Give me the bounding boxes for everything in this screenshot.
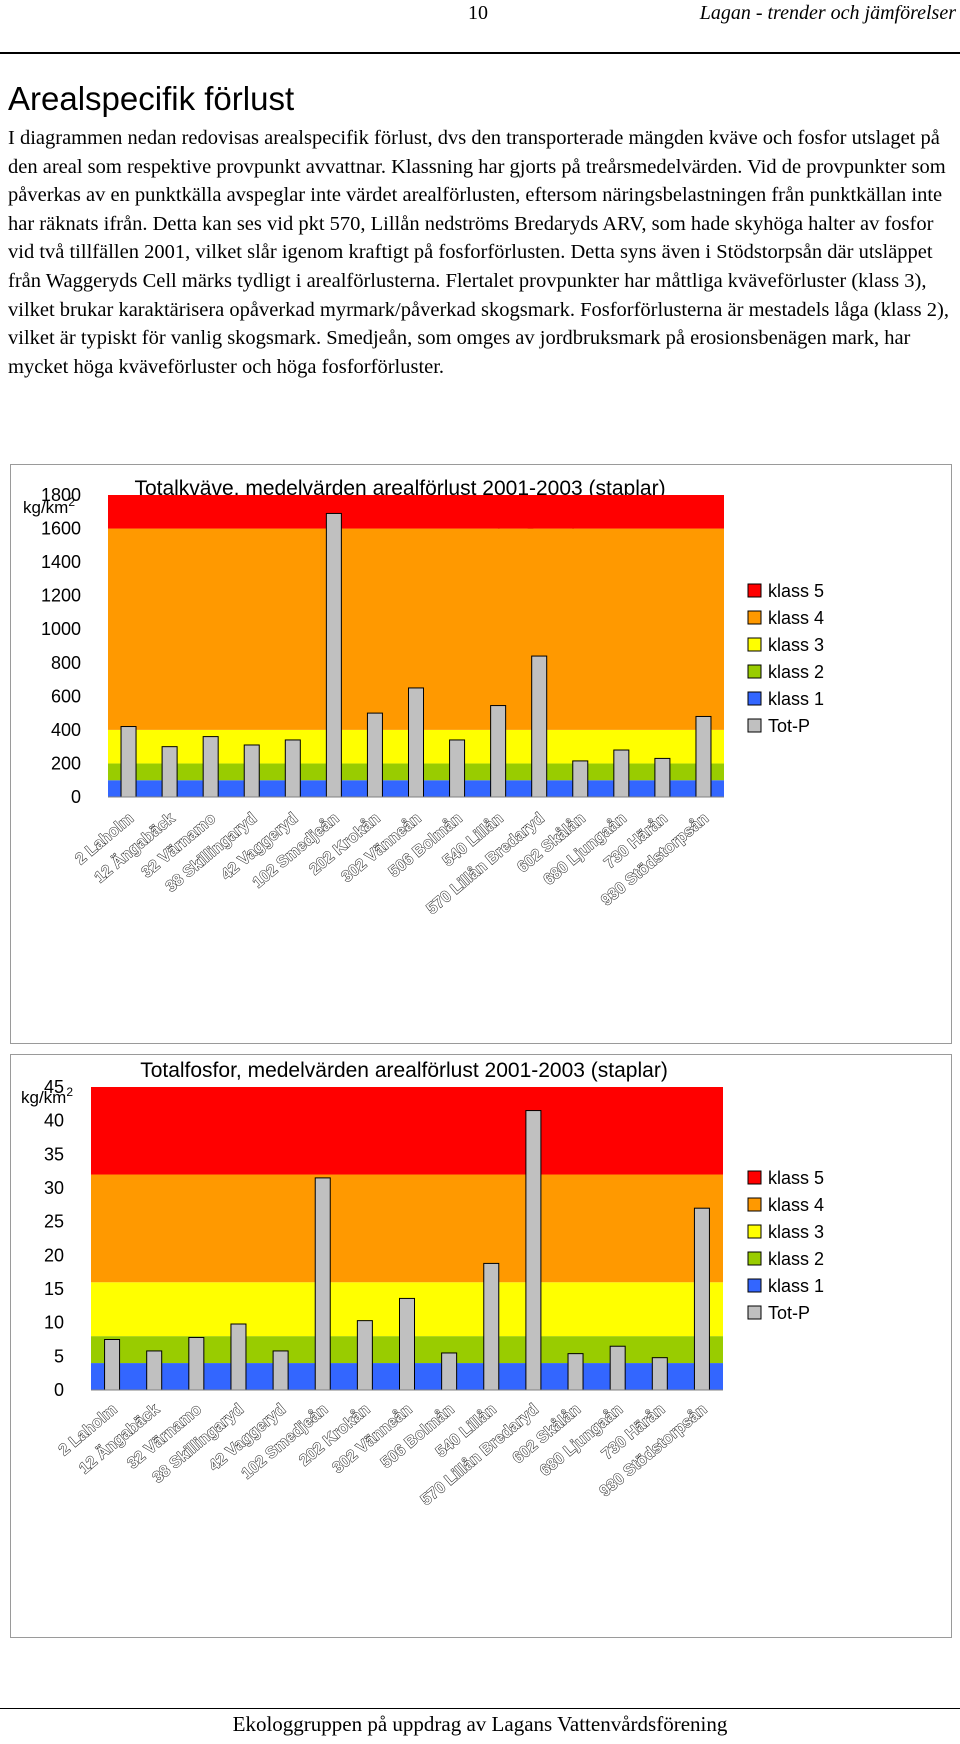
nitrogen-legend-label-klass-2: klass 2 bbox=[768, 662, 824, 682]
header-rule bbox=[0, 52, 960, 54]
nitrogen-ytick-label: 1000 bbox=[41, 619, 81, 639]
phosphorus-bar-12-ngab-ck bbox=[146, 1350, 163, 1391]
nitrogen-bar-42-vaggeryd bbox=[284, 739, 301, 798]
phosphorus-chart-svg: Totalfosfor, medelvärden arealförlust 20… bbox=[21, 1059, 824, 1509]
phosphorus-bar-930-st-dstorps-n bbox=[693, 1207, 710, 1391]
phosphorus-unit-label: kg/km2 bbox=[21, 1085, 73, 1107]
nitrogen-ytick-label: 600 bbox=[51, 686, 81, 706]
phosphorus-legend-swatch-klass-3 bbox=[747, 1224, 762, 1239]
phosphorus-band-klass-4 bbox=[91, 1174, 723, 1283]
phosphorus-ytick-label: 0 bbox=[54, 1380, 64, 1400]
nitrogen-legend-swatch-tot-p bbox=[747, 718, 762, 733]
phosphorus-legend-swatch-klass-2 bbox=[747, 1251, 762, 1266]
phosphorus-bar-602-sk-l-n bbox=[567, 1353, 584, 1391]
phosphorus-ytick-label: 20 bbox=[44, 1245, 64, 1265]
phosphorus-legend-label-klass-1: klass 1 bbox=[768, 1276, 824, 1296]
nitrogen-legend-label-klass-1: klass 1 bbox=[768, 689, 824, 709]
phosphorus-legend-label-klass-3: klass 3 bbox=[768, 1222, 824, 1242]
nitrogen-band-klass-5 bbox=[108, 495, 724, 529]
phosphorus-band-klass-5 bbox=[91, 1087, 723, 1175]
nitrogen-legend-swatch-klass-2 bbox=[747, 664, 762, 679]
phosphorus-legend-label-klass-2: klass 2 bbox=[768, 1249, 824, 1269]
nitrogen-bar-202-krok-n bbox=[366, 712, 383, 798]
nitrogen-ytick-label: 1400 bbox=[41, 552, 81, 572]
nitrogen-bar-730-h-r-n bbox=[654, 757, 671, 798]
phosphorus-legend-swatch-tot-p bbox=[747, 1305, 762, 1320]
phosphorus-bar-202-krok-n bbox=[356, 1320, 373, 1391]
nitrogen-ytick-label: 400 bbox=[51, 720, 81, 740]
nitrogen-ytick-label: 800 bbox=[51, 653, 81, 673]
phosphorus-legend-swatch-klass-1 bbox=[747, 1278, 762, 1293]
phosphorus-legend-label-klass-4: klass 4 bbox=[768, 1195, 824, 1215]
nitrogen-bar-602-sk-l-n bbox=[572, 760, 589, 798]
nitrogen-ytick-label: 1800 bbox=[41, 485, 81, 505]
phosphorus-legend-label-klass-5: klass 5 bbox=[768, 1168, 824, 1188]
phosphorus-bar-302-v-nne-n bbox=[399, 1297, 415, 1391]
nitrogen-bar-680-ljunga-n bbox=[613, 749, 630, 798]
phosphorus-loss-chart: Totalfosfor, medelvärden arealförlust 20… bbox=[10, 1054, 952, 1638]
phosphorus-chart-title: Totalfosfor, medelvärden arealförlust 20… bbox=[140, 1059, 668, 1082]
phosphorus-bar-38-skillingaryd bbox=[230, 1323, 247, 1391]
section-title: Arealspecifik förlust bbox=[8, 80, 295, 117]
nitrogen-legend-swatch-klass-4 bbox=[747, 610, 762, 625]
nitrogen-bar-302-v-nne-n bbox=[408, 687, 424, 798]
phosphorus-bar-506-bolm-n bbox=[441, 1352, 458, 1391]
nitrogen-bar-38-skillingaryd bbox=[243, 744, 260, 798]
phosphorus-bar-2-laholm bbox=[104, 1339, 121, 1391]
nitrogen-legend-label-klass-5: klass 5 bbox=[768, 581, 824, 601]
nitrogen-ytick-label: 1200 bbox=[41, 586, 81, 606]
nitrogen-bar-930-st-dstorps-n bbox=[695, 715, 712, 798]
nitrogen-legend-swatch-klass-5 bbox=[747, 583, 762, 598]
phosphorus-bar-540-lill-n bbox=[483, 1262, 500, 1391]
nitrogen-bar-540-lill-n bbox=[490, 705, 507, 798]
phosphorus-ytick-label: 40 bbox=[44, 1111, 64, 1131]
phosphorus-ytick-label: 35 bbox=[44, 1144, 64, 1164]
nitrogen-legend-swatch-klass-3 bbox=[747, 637, 762, 652]
nitrogen-ytick-label: 200 bbox=[51, 753, 81, 773]
nitrogen-bar-32-v-rnamo bbox=[202, 736, 219, 798]
nitrogen-legend-label-klass-4: klass 4 bbox=[768, 608, 824, 628]
nitrogen-bar-570-lill-n-bredaryd bbox=[531, 655, 548, 798]
phosphorus-legend-swatch-klass-4 bbox=[747, 1197, 762, 1212]
nitrogen-bar-102-smedje-n bbox=[325, 512, 342, 798]
running-header-title: Lagan - trender och jämförelser bbox=[699, 2, 956, 24]
nitrogen-legend-label-tot-p: Tot-P bbox=[768, 716, 810, 736]
phosphorus-legend-swatch-klass-5 bbox=[747, 1170, 762, 1185]
page-footer: Ekologgruppen på uppdrag av Lagans Vatte… bbox=[232, 1712, 728, 1736]
nitrogen-unit-label: kg/km2 bbox=[23, 495, 75, 517]
phosphorus-bar-102-smedje-n bbox=[314, 1177, 331, 1391]
nitrogen-chart-svg: Totalkväve, medelvärden arealförlust 200… bbox=[23, 477, 824, 918]
page-header: 10 Lagan - trender och jämförelser bbox=[0, 0, 960, 56]
nitrogen-ytick-label: 1600 bbox=[41, 519, 81, 539]
nitrogen-loss-chart: Totalkväve, medelvärden arealförlust 200… bbox=[10, 464, 952, 1044]
nitrogen-legend-swatch-klass-1 bbox=[747, 691, 762, 706]
phosphorus-ytick-label: 25 bbox=[44, 1212, 64, 1232]
phosphorus-bar-730-h-r-n bbox=[651, 1357, 668, 1391]
phosphorus-ytick-label: 5 bbox=[54, 1346, 64, 1366]
nitrogen-bar-12-ngab-ck bbox=[161, 746, 178, 798]
phosphorus-ytick-label: 45 bbox=[44, 1077, 64, 1097]
phosphorus-ytick-label: 30 bbox=[44, 1178, 64, 1198]
phosphorus-category-label: 506 Bolmån bbox=[377, 1400, 457, 1472]
phosphorus-ytick-label: 10 bbox=[44, 1313, 64, 1333]
phosphorus-bar-32-v-rnamo bbox=[188, 1336, 205, 1391]
phosphorus-legend-label-tot-p: Tot-P bbox=[768, 1303, 810, 1323]
phosphorus-ytick-label: 15 bbox=[44, 1279, 64, 1299]
nitrogen-bar-2-laholm bbox=[120, 726, 137, 798]
phosphorus-bar-680-ljunga-n bbox=[609, 1345, 626, 1391]
phosphorus-bar-42-vaggeryd bbox=[272, 1350, 289, 1391]
nitrogen-legend-label-klass-3: klass 3 bbox=[768, 635, 824, 655]
page-number: 10 bbox=[468, 2, 488, 24]
phosphorus-bar-570-lill-n-bredaryd bbox=[525, 1110, 542, 1391]
nitrogen-ytick-label: 0 bbox=[71, 787, 81, 807]
nitrogen-bar-506-bolm-n bbox=[449, 739, 466, 798]
nitrogen-chart-title: Totalkväve, medelvärden arealförlust 200… bbox=[134, 477, 665, 500]
footer-rule bbox=[0, 1708, 960, 1709]
body-paragraph: I diagrammen nedan redovisas arealspecif… bbox=[8, 127, 949, 378]
